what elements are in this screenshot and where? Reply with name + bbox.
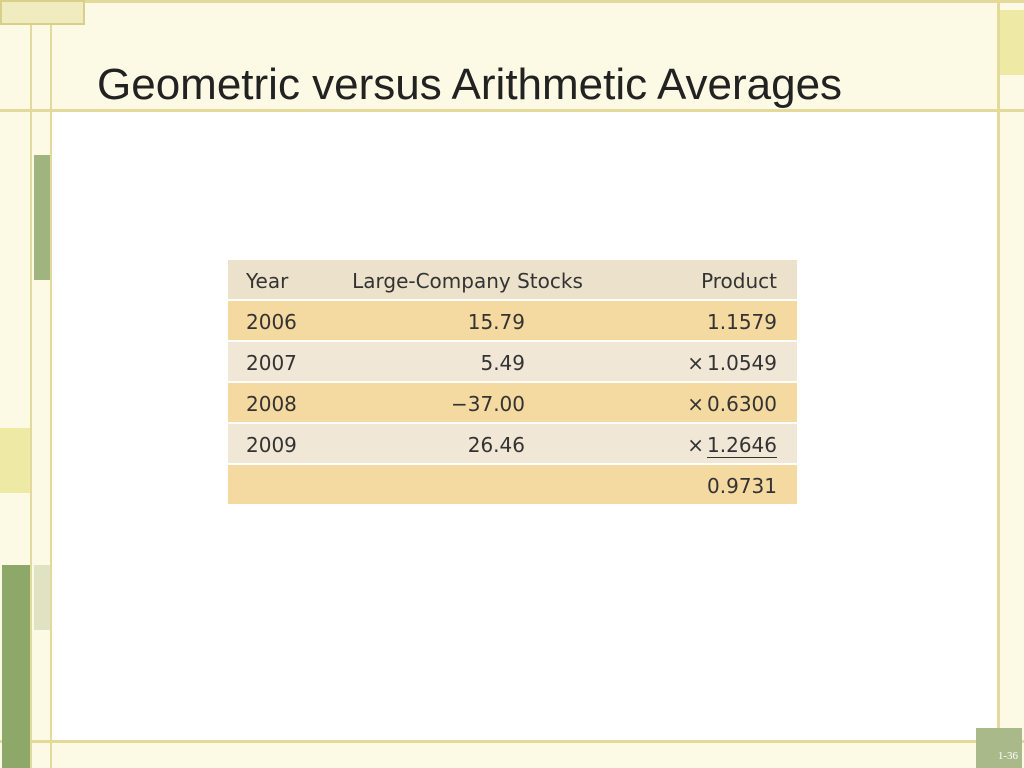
stocks-cell: 15.79 bbox=[467, 310, 525, 334]
border bbox=[30, 0, 32, 768]
product-value: 1.2646 bbox=[707, 433, 777, 458]
product-cell: × 1.0549 bbox=[687, 351, 777, 375]
header-row: Year Large-Company Stocks Product bbox=[228, 260, 797, 299]
operator: × bbox=[687, 433, 705, 457]
year-cell: 2006 bbox=[246, 310, 297, 334]
decor-block bbox=[34, 565, 50, 630]
decor-block bbox=[2, 565, 30, 768]
slide-title: Geometric versus Arithmetic Averages bbox=[97, 60, 843, 109]
product-value: 1.1579 bbox=[707, 310, 777, 334]
year-cell: 2009 bbox=[246, 433, 297, 457]
year-cell: 2008 bbox=[246, 392, 297, 416]
table-row: 2007 5.49 × 1.0549 bbox=[228, 342, 797, 381]
decor-block bbox=[1000, 10, 1024, 75]
operator: × bbox=[687, 351, 705, 375]
stocks-cell: 26.46 bbox=[467, 433, 525, 457]
table-row: 2006 15.79 1.1579 bbox=[228, 301, 797, 340]
decor-block bbox=[0, 0, 85, 25]
header-cell: Product bbox=[701, 269, 777, 293]
total-cell: 0.9731 bbox=[707, 474, 777, 498]
border bbox=[50, 0, 52, 768]
header-cell: Year bbox=[246, 269, 289, 293]
product-cell: × 1.2646 bbox=[687, 433, 777, 458]
decor-block bbox=[34, 155, 50, 280]
product-cell: 1.1579 bbox=[707, 310, 777, 334]
stocks-cell: 5.49 bbox=[480, 351, 525, 375]
table-row: 2008 −37.00 × 0.6300 bbox=[228, 383, 797, 422]
border bbox=[0, 0, 1024, 3]
border bbox=[0, 109, 1024, 112]
slide-number-box: 1-36 bbox=[976, 728, 1022, 768]
product-cell: × 0.6300 bbox=[687, 392, 777, 416]
operator: × bbox=[687, 392, 705, 416]
product-value: 0.6300 bbox=[707, 392, 777, 416]
header-cell: Large-Company Stocks bbox=[352, 269, 583, 293]
border bbox=[0, 740, 1024, 743]
table: Year Large-Company Stocks Product 2006 15.79… bbox=[228, 260, 797, 506]
decor-block bbox=[0, 428, 30, 493]
year-cell: 2007 bbox=[246, 351, 297, 375]
table-row: 2009 26.46 × 1.2646 bbox=[228, 424, 797, 463]
border bbox=[997, 0, 1000, 768]
stocks-cell: −37.00 bbox=[450, 392, 525, 416]
product-value: 1.0549 bbox=[707, 351, 777, 375]
slide-number: 1-36 bbox=[997, 750, 1018, 762]
total-row: 0.9731 bbox=[228, 465, 797, 504]
